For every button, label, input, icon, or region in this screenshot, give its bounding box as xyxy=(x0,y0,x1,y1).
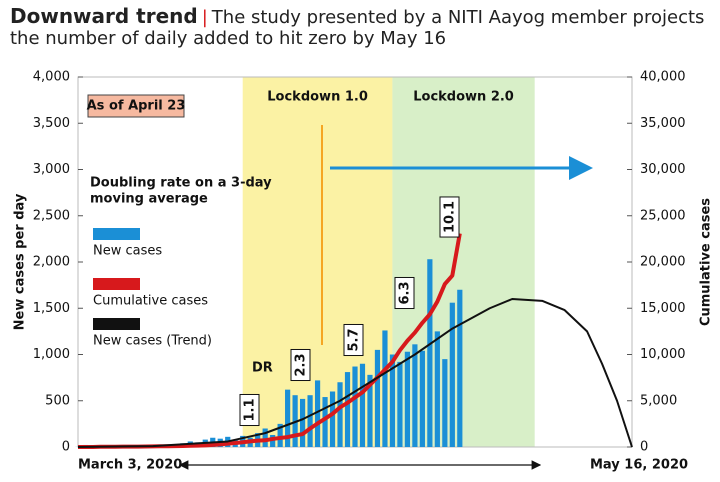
y2-tick-label: 20,000 xyxy=(640,255,686,270)
bar xyxy=(374,349,381,447)
y-axis-title: New cases per day xyxy=(13,193,28,330)
legend-title: moving average xyxy=(90,192,208,207)
doubling-label: 1.1 xyxy=(239,393,260,427)
y2-tick-label: 10,000 xyxy=(640,347,686,362)
bar xyxy=(442,359,448,447)
bar xyxy=(307,395,313,447)
x-tick-label: May 16, 2020 xyxy=(590,458,688,473)
y-tick-label: 1,500 xyxy=(33,301,70,316)
y-tick-label: 3,500 xyxy=(33,116,70,131)
doubling-label: 10.1 xyxy=(439,196,460,238)
bar xyxy=(277,423,283,447)
y2-tick-label: 40,000 xyxy=(640,70,686,85)
doubling-text: 6.3 xyxy=(398,281,413,304)
chart-subtitle: The study presented by a NITI Aayog memb… xyxy=(10,7,705,49)
bar xyxy=(337,382,343,447)
y2-tick-label: 30,000 xyxy=(640,162,686,177)
doubling-text: 5.7 xyxy=(347,328,362,351)
doubling-text: 1.1 xyxy=(243,398,258,421)
bar xyxy=(419,350,425,447)
legend-label: New cases xyxy=(93,244,162,259)
y2-axis-title: Cumulative cases xyxy=(699,198,714,326)
y2-tick-label: 15,000 xyxy=(640,301,686,316)
region-label: Lockdown 1.0 xyxy=(267,90,368,105)
region-label: Lockdown 2.0 xyxy=(413,90,514,105)
legend-label: New cases (Trend) xyxy=(93,334,212,349)
line xyxy=(77,298,633,448)
note: As of April 23 xyxy=(87,99,186,114)
bar xyxy=(449,302,455,447)
y2-tick-label: 5,000 xyxy=(640,393,677,408)
chart-title: Downward trend xyxy=(10,4,198,28)
bar xyxy=(412,344,418,447)
y2-tick-label: 0 xyxy=(640,440,648,455)
bar xyxy=(382,330,388,447)
y-tick-label: 2,000 xyxy=(33,255,70,270)
legend-label: Cumulative cases xyxy=(93,294,208,309)
legend-swatch xyxy=(93,318,140,330)
doubling-label: 6.3 xyxy=(394,276,415,310)
y-tick-label: 4,000 xyxy=(33,70,70,85)
bar xyxy=(270,434,276,447)
doubling-text: 10.1 xyxy=(443,201,458,233)
doubling-box xyxy=(394,276,415,310)
bar xyxy=(457,289,463,447)
legend-swatch xyxy=(93,228,140,240)
doubling-box xyxy=(290,348,311,382)
y-tick-label: 1,000 xyxy=(33,347,70,362)
bar xyxy=(329,391,336,447)
y-tick-label: 3,000 xyxy=(33,162,70,177)
doubling-text: 2.3 xyxy=(294,353,309,376)
y-tick-label: 2,500 xyxy=(33,208,70,223)
bar xyxy=(367,374,373,447)
bar xyxy=(314,380,321,447)
bar xyxy=(359,363,366,447)
y2-tick-label: 35,000 xyxy=(640,116,686,131)
header: Downward trend | The study presented by a … xyxy=(10,4,710,50)
bar xyxy=(427,259,433,447)
doubling-box xyxy=(343,323,364,357)
dr-label: DR xyxy=(252,361,273,376)
bar xyxy=(397,361,403,447)
bar xyxy=(262,428,268,447)
bar xyxy=(285,389,291,447)
y2-tick-label: 25,000 xyxy=(640,208,686,223)
doubling-label: 2.3 xyxy=(290,348,311,382)
bar xyxy=(389,354,396,447)
legend-swatch xyxy=(93,278,140,290)
note-box xyxy=(87,94,185,118)
y-tick-label: 0 xyxy=(62,440,70,455)
bar xyxy=(404,351,411,447)
bar xyxy=(322,397,328,447)
legend-title: Doubling rate on a 3-day xyxy=(90,176,272,191)
bar xyxy=(344,372,351,447)
bar xyxy=(299,398,306,447)
doubling-box xyxy=(439,196,460,238)
bar xyxy=(434,331,440,447)
x-tick-label: March 3, 2020 xyxy=(78,458,182,473)
doubling-box xyxy=(239,393,260,427)
title-separator: | xyxy=(201,7,208,28)
bar xyxy=(352,366,358,447)
doubling-label: 5.7 xyxy=(343,323,364,357)
y-tick-label: 500 xyxy=(45,393,70,408)
